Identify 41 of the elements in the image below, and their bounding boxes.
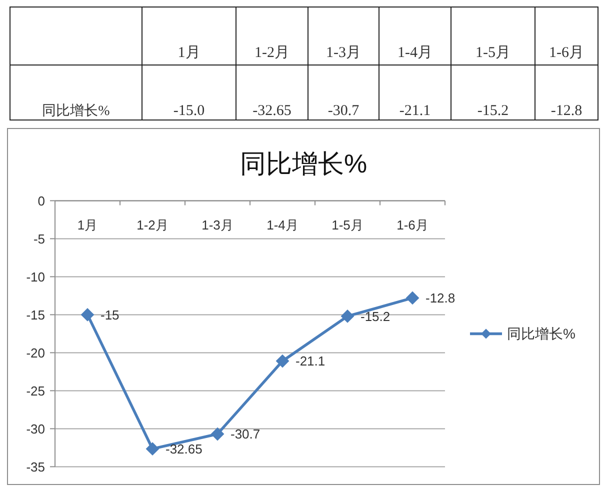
point <box>406 291 419 304</box>
y-tick-label: 0 <box>38 193 45 208</box>
point <box>341 310 354 323</box>
point <box>146 442 159 456</box>
data-label: -12.8 <box>550 103 582 119</box>
x-tick-label: 1-3月 <box>202 217 234 232</box>
legend-label: 同比增长% <box>507 326 576 342</box>
data-label: -15 <box>100 307 120 322</box>
point <box>81 308 94 322</box>
data-label: -12.8 <box>426 290 456 306</box>
y-tick-label: -20 <box>26 345 45 360</box>
x-tick-label: 1-6月 <box>396 217 428 232</box>
data-label: -15.2 <box>360 308 390 324</box>
x-tick-label: 1-2月 <box>136 217 168 232</box>
point <box>276 354 289 368</box>
data-label: -21.1 <box>399 103 431 119</box>
data-label: -15.2 <box>477 103 509 119</box>
data-label: -32.65 <box>252 103 292 119</box>
data-label: -30.7 <box>230 426 260 442</box>
y-tick-label: -10 <box>26 269 45 284</box>
category-label: 1-5月 <box>476 45 510 61</box>
chart-title: 同比增长% <box>240 148 368 178</box>
y-tick-label: -5 <box>33 231 45 246</box>
y-tick-label: -25 <box>26 383 45 398</box>
data-label: -32.65 <box>166 441 202 456</box>
point <box>211 428 224 441</box>
data-label: -15.0 <box>173 103 205 119</box>
x-tick-label: 1-5月 <box>332 217 364 232</box>
x-tick-label: 1-4月 <box>266 217 298 232</box>
y-tick-label: -30 <box>26 421 45 436</box>
y-tick-label: -15 <box>26 307 45 322</box>
data-label: -21.1 <box>296 354 326 369</box>
y-tick-label: -35 <box>26 459 45 474</box>
category-label: 1-3月 <box>326 45 361 61</box>
category-label: 1-6月 <box>549 45 584 61</box>
category-label: 1-2月 <box>254 45 290 61</box>
category-label: 1月 <box>178 45 200 61</box>
x-tick-label: 1月 <box>77 217 98 232</box>
category-label: 1-4月 <box>398 45 432 61</box>
text: 同比增长% <box>42 103 110 119</box>
data-label: -30.7 <box>328 103 360 119</box>
